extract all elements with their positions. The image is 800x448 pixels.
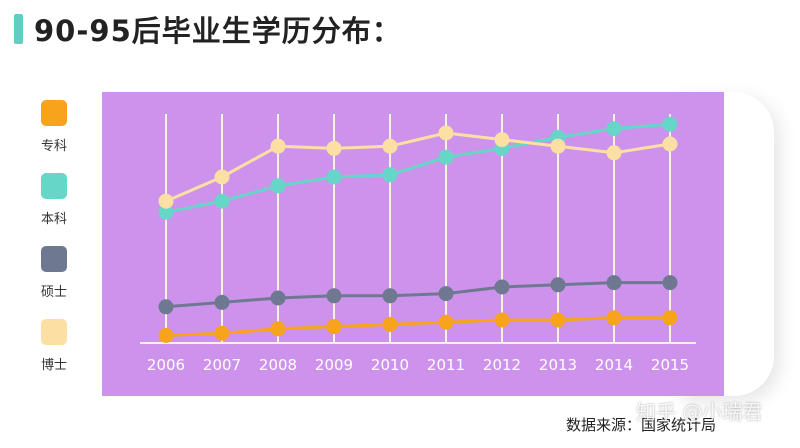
title-accent-bar	[14, 14, 23, 44]
x-tick-label: 2011	[427, 356, 465, 374]
data-point	[550, 277, 566, 293]
data-point	[438, 125, 454, 141]
data-point	[270, 178, 286, 194]
x-tick-label: 2015	[651, 356, 689, 374]
data-point	[606, 121, 622, 137]
x-tick-label: 2010	[371, 356, 409, 374]
data-point	[382, 316, 398, 332]
data-point	[270, 138, 286, 154]
data-point	[326, 319, 342, 335]
legend-label: 本科	[40, 212, 67, 227]
data-point	[606, 145, 622, 161]
page-title: 90-95后毕业生学历分布：	[34, 14, 402, 48]
data-point	[158, 327, 174, 343]
x-tick-label: 2006	[147, 356, 185, 374]
legend-item: 硕士	[24, 246, 84, 300]
data-point	[438, 314, 454, 330]
data-point	[214, 169, 230, 185]
x-tick-label: 2013	[539, 356, 577, 374]
series-line-1	[165, 122, 671, 214]
data-point	[326, 169, 342, 185]
data-point	[382, 288, 398, 304]
data-point	[326, 288, 342, 304]
data-point	[494, 132, 510, 148]
data-source-note: 数据来源：国家统计局	[566, 416, 717, 434]
data-point	[662, 275, 678, 291]
legend-item: 本科	[24, 173, 84, 227]
data-point	[158, 193, 174, 209]
data-point	[214, 193, 230, 209]
legend-swatch	[41, 173, 67, 199]
data-point	[270, 290, 286, 306]
series-line-0	[165, 316, 670, 337]
data-point	[214, 325, 230, 341]
legend-item: 博士	[24, 319, 84, 373]
x-tick-label: 2014	[595, 356, 633, 374]
data-point	[270, 321, 286, 337]
data-point	[550, 312, 566, 328]
legend-label: 专科	[40, 139, 67, 154]
x-tick-label: 2012	[483, 356, 521, 374]
legend-label: 博士	[40, 358, 67, 373]
legend-item: 专科	[24, 100, 84, 154]
data-point	[606, 275, 622, 291]
plot-background	[102, 92, 724, 396]
data-point	[662, 310, 678, 326]
legend-swatch	[41, 246, 67, 272]
data-point	[438, 286, 454, 302]
data-point	[494, 279, 510, 295]
data-point	[158, 299, 174, 315]
x-tick-label: 2008	[259, 356, 297, 374]
legend-swatch	[41, 319, 67, 345]
x-tick-label: 2009	[315, 356, 353, 374]
watermark: 知乎 @小瑞君	[636, 400, 763, 424]
series-line-2	[165, 281, 670, 309]
data-point	[158, 204, 174, 220]
data-point	[662, 116, 678, 132]
data-point	[382, 167, 398, 183]
data-point	[438, 149, 454, 165]
data-point	[382, 138, 398, 154]
data-point	[326, 140, 342, 156]
data-point	[606, 310, 622, 326]
data-point	[494, 312, 510, 328]
legend-swatch	[41, 100, 67, 126]
data-point	[214, 294, 230, 310]
x-tick-label: 2007	[203, 356, 241, 374]
legend-label: 硕士	[40, 285, 67, 300]
data-point	[662, 136, 678, 152]
data-point	[550, 138, 566, 154]
series-line-3	[165, 131, 671, 203]
